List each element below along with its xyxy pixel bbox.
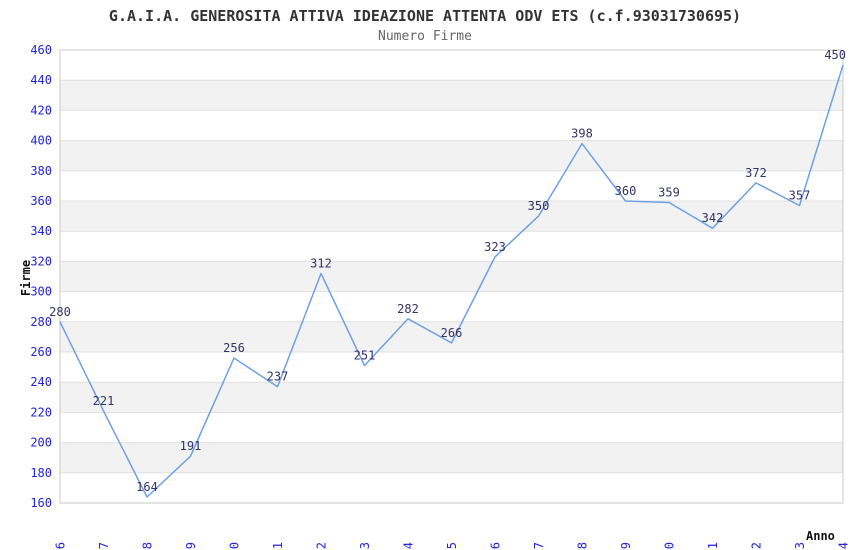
y-tick-label: 240 [30,375,52,389]
x-tick-label: 2023 [793,542,807,550]
y-tick-label: 400 [30,134,52,148]
x-tick-label: 2014 [402,542,416,550]
point-label: 164 [136,480,158,494]
x-tick-label: 2013 [358,542,372,550]
y-tick-label: 380 [30,164,52,178]
y-tick-label: 160 [30,496,52,510]
y-tick-label: 360 [30,194,52,208]
grid-band [60,321,843,352]
x-tick-label: 2020 [663,542,677,550]
chart-title: G.A.I.A. GENEROSITA ATTIVA IDEAZIONE ATT… [108,7,742,25]
x-tick-label: 2010 [228,542,242,550]
y-tick-label: 340 [30,224,52,238]
point-label: 191 [180,439,202,453]
x-tick-label: 2015 [445,542,459,550]
y-tick-label: 300 [30,285,52,299]
grid-band [60,442,843,473]
x-tick-label: 2009 [184,542,198,550]
point-label: 282 [397,302,419,316]
grid-band [60,140,843,171]
point-label: 280 [49,305,71,319]
point-label: 357 [789,189,811,203]
point-label: 360 [615,184,637,198]
x-tick-label: 2018 [576,542,590,550]
grid-band [60,382,843,413]
x-axis-title: Anno [806,529,835,543]
y-tick-label: 260 [30,345,52,359]
y-tick-label: 220 [30,405,52,419]
grid-band [60,201,843,232]
x-tick-label: 2007 [97,542,111,550]
point-label: 256 [223,341,245,355]
x-tick-label: 2017 [532,542,546,550]
point-label: 266 [441,326,463,340]
point-label: 359 [658,186,680,200]
point-label: 372 [745,166,767,180]
x-tick-label: 2008 [141,542,155,550]
y-tick-label: 180 [30,466,52,480]
y-tick-label: 320 [30,254,52,268]
chart-subtitle: Numero Firme [378,29,472,44]
y-axis-title: Firme [19,259,33,297]
x-tick-label: 2021 [706,542,720,550]
x-tick-label: 2016 [489,542,503,550]
plot-border [59,49,844,504]
grid-band [60,80,843,111]
x-tick-label: 2011 [271,542,285,550]
x-tick-label: 2019 [619,542,633,550]
y-tick-label: 460 [30,43,52,57]
point-label: 312 [310,256,332,270]
point-label: 450 [824,48,846,62]
grid-band [60,261,843,292]
y-tick-label: 280 [30,315,52,329]
point-label: 323 [484,240,506,254]
x-tick-label: 2006 [54,542,68,550]
point-label: 342 [702,211,724,225]
point-label: 251 [354,349,376,363]
point-label: 398 [571,127,593,141]
data-line [59,64,844,498]
y-tick-label: 440 [30,73,52,87]
point-label: 350 [528,199,550,213]
point-label: 221 [93,394,115,408]
x-tick-label: 2022 [750,542,764,550]
y-tick-label: 420 [30,103,52,117]
x-tick-label: 2012 [315,542,329,550]
y-tick-label: 200 [30,436,52,450]
point-label: 237 [267,370,289,384]
